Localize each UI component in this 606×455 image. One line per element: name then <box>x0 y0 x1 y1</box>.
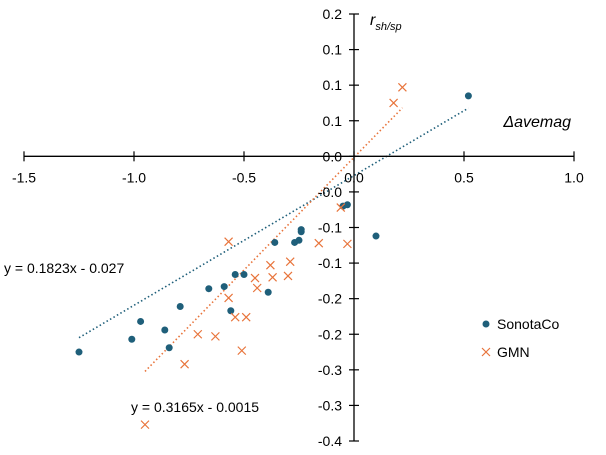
point-sonotaco <box>165 344 173 352</box>
point-sonotaco <box>464 92 472 100</box>
gmn-trend-equation: y = 0.3165x - 0.0015 <box>131 399 259 415</box>
point-gmn <box>250 273 260 283</box>
point-sonotaco <box>176 302 184 310</box>
point-gmn <box>241 312 251 322</box>
point-gmn <box>336 203 346 212</box>
point-sonotaco <box>220 283 228 291</box>
y-tick-label: -0.3 <box>318 362 342 378</box>
axes <box>23 13 575 442</box>
trendline-sonotaco <box>78 107 469 339</box>
point-gmn <box>140 420 150 430</box>
point-sonotaco <box>297 226 305 234</box>
x-tick-label: -1.0 <box>122 169 146 185</box>
legend-item-sonotaco: SonotaCo <box>482 316 559 332</box>
y-tick-label: 0.0 <box>323 148 343 164</box>
point-sonotaco <box>75 348 83 356</box>
tick-labels: -1.5 -1.0 -0.5 0.0 0.5 1.00.20.10.10.10.0-0.0… <box>12 6 584 449</box>
legend-item-gmn: GMN <box>481 344 530 360</box>
y-tick-label: -0.0 <box>318 184 342 200</box>
point-gmn <box>389 98 399 108</box>
point-sonotaco <box>128 335 136 343</box>
point-sonotaco <box>161 326 169 334</box>
x-tick-label: -1.5 <box>12 169 36 185</box>
y-tick-label: 0.1 <box>323 77 343 93</box>
y-axis-title-sub: sh/sp <box>375 21 401 33</box>
point-sonotaco <box>295 236 303 244</box>
legend-marker-gmn <box>481 347 491 357</box>
point-gmn <box>230 312 240 322</box>
legend-marker-sonotaco <box>482 320 490 328</box>
point-gmn <box>285 257 295 267</box>
y-tick-label: 0.2 <box>323 6 343 22</box>
point-gmn <box>314 238 324 248</box>
y-tick-label: -0.4 <box>318 433 342 449</box>
point-gmn <box>252 283 262 293</box>
point-sonotaco <box>205 285 213 293</box>
point-gmn <box>180 359 190 369</box>
data-points <box>75 82 472 430</box>
x-tick-label: 1.0 <box>564 169 584 185</box>
x-tick-label: 0.0 <box>344 169 364 185</box>
point-gmn <box>224 237 234 247</box>
sonotaco-trend-equation: y = 0.1823x - 0.027 <box>4 260 124 276</box>
x-axis-title: Δavemag <box>502 114 571 131</box>
point-sonotaco <box>271 238 279 246</box>
y-tick-label: -0.2 <box>318 326 342 342</box>
point-sonotaco <box>372 232 380 240</box>
x-tick-label: 0.5 <box>454 169 474 185</box>
y-tick-label: -0.1 <box>318 220 342 236</box>
legend-label-sonotaco: SonotaCo <box>497 316 559 332</box>
point-gmn <box>265 260 275 270</box>
y-axis-title-main: r <box>370 12 376 29</box>
point-sonotaco <box>264 288 272 296</box>
y-tick-label: -0.3 <box>318 397 342 413</box>
point-gmn <box>237 346 247 356</box>
y-tick-label: 0.1 <box>323 113 343 129</box>
point-gmn <box>283 271 293 281</box>
y-tick-label: -0.1 <box>318 255 342 271</box>
y-tick-label: -0.2 <box>318 291 342 307</box>
y-axis-title: rsh/sp <box>370 12 402 33</box>
point-gmn <box>210 331 220 341</box>
point-sonotaco <box>227 307 235 315</box>
point-gmn <box>193 329 203 339</box>
point-gmn <box>224 293 234 303</box>
legend: SonotaCo GMN <box>481 316 559 360</box>
point-gmn <box>397 82 407 92</box>
x-tick-label: -0.5 <box>232 169 256 185</box>
point-gmn <box>268 272 278 282</box>
point-sonotaco <box>343 201 351 209</box>
legend-label-gmn: GMN <box>497 344 530 360</box>
point-gmn <box>342 239 352 249</box>
point-sonotaco <box>240 270 248 278</box>
point-sonotaco <box>137 317 145 325</box>
point-sonotaco <box>231 270 239 278</box>
y-tick-label: 0.1 <box>323 42 343 58</box>
